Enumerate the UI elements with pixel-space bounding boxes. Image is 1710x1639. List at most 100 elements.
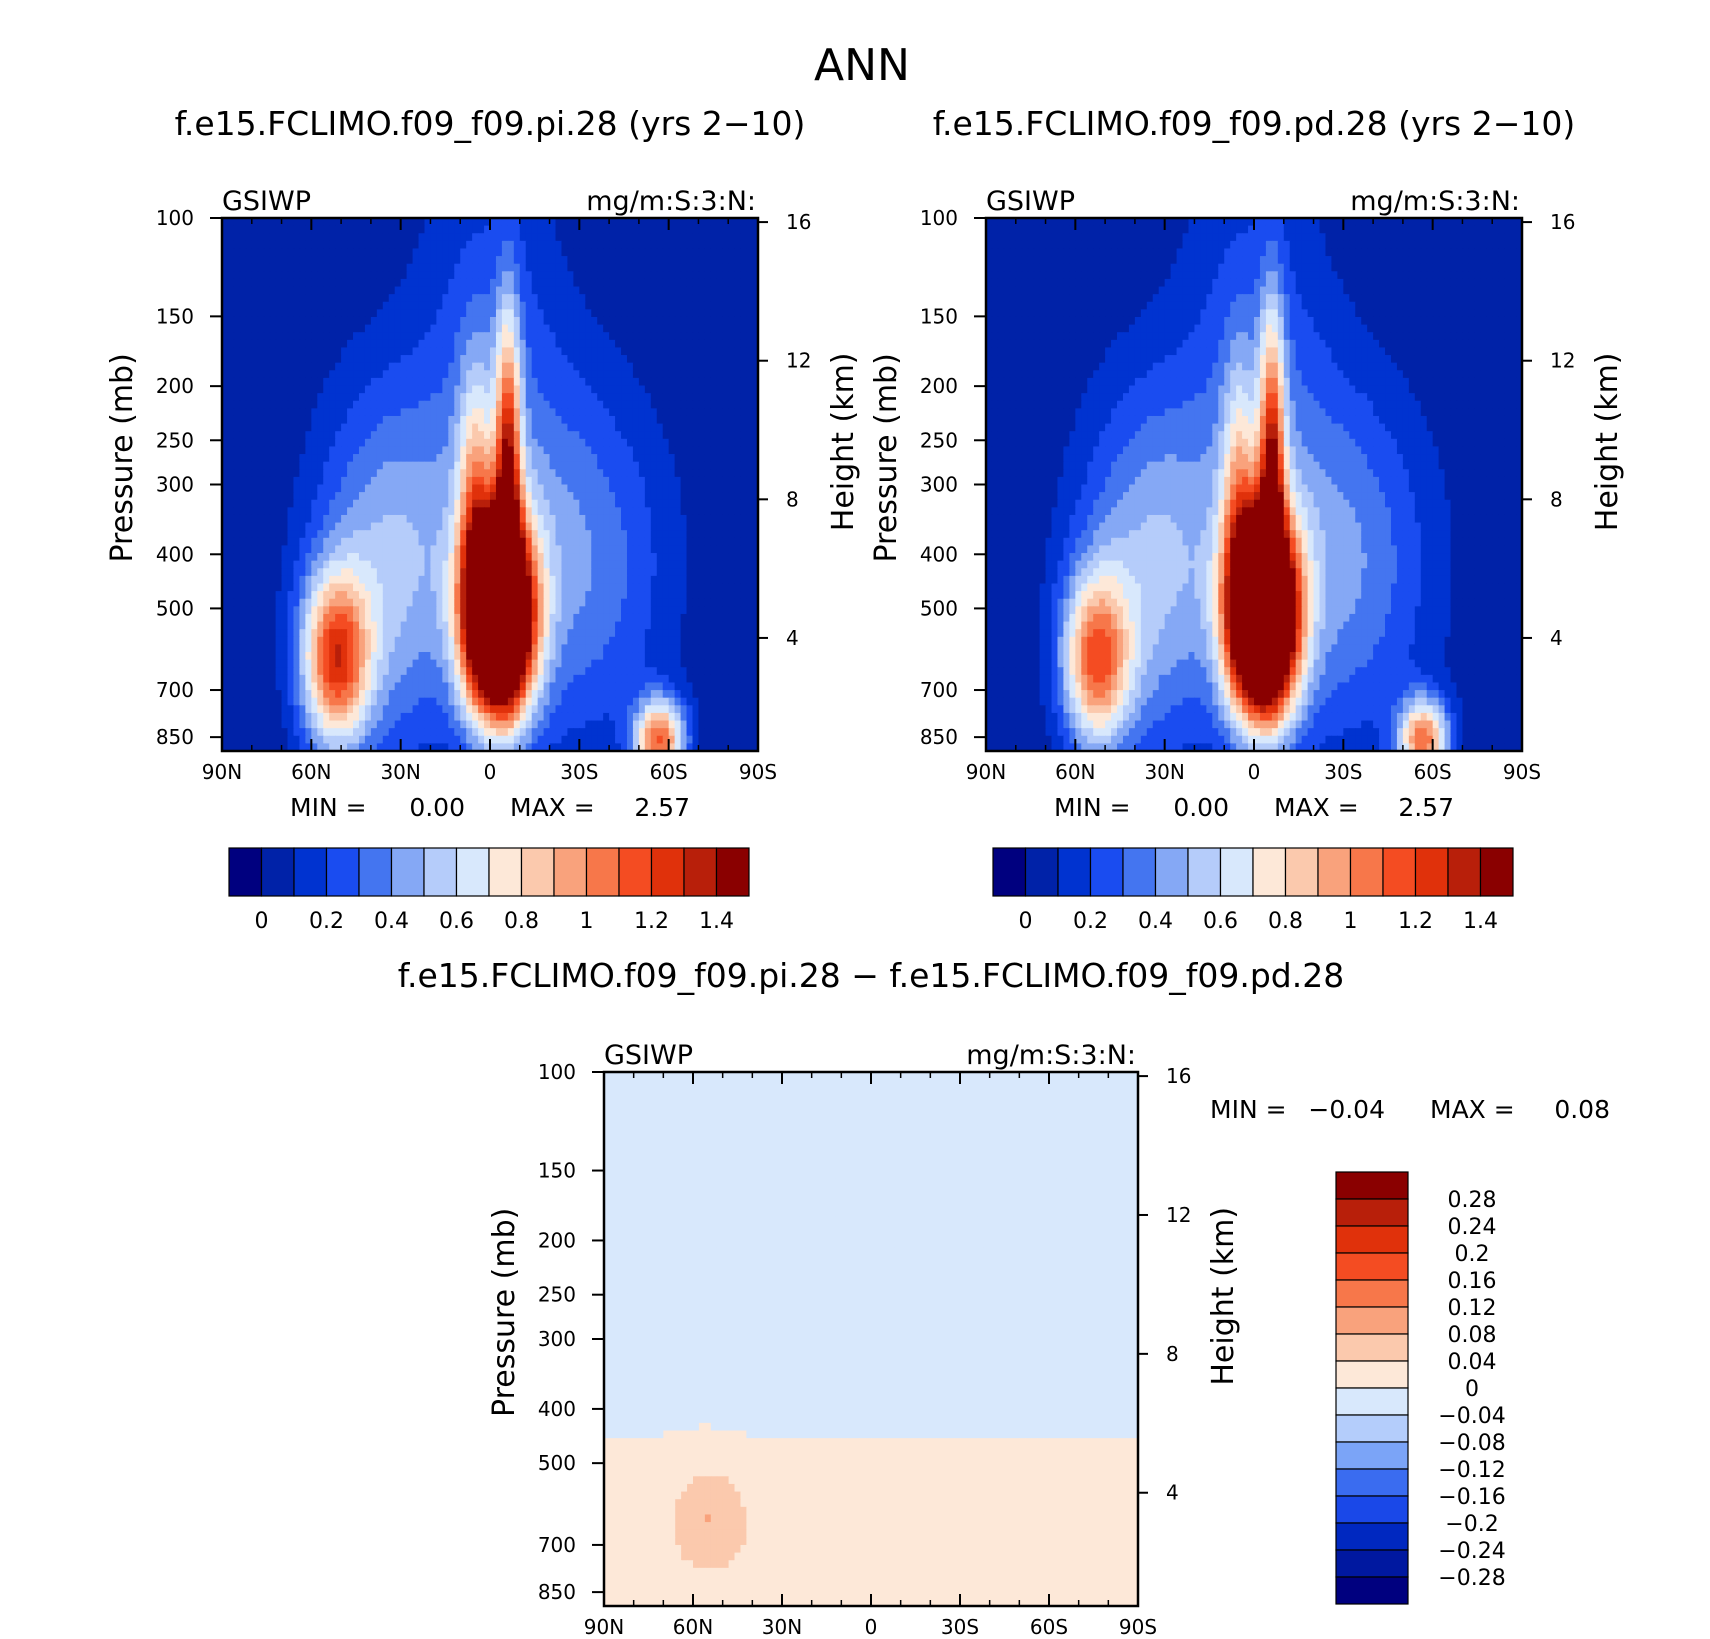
- field-cell: [257, 423, 265, 432]
- field-cell: [722, 347, 729, 356]
- field-cell: [418, 598, 426, 607]
- field-cell: [263, 522, 271, 531]
- field-cell: [543, 225, 551, 234]
- field-cell: [376, 400, 384, 409]
- field-cell: [400, 583, 408, 592]
- field-cell: [752, 469, 759, 478]
- field-cell: [555, 225, 563, 234]
- field-cell: [591, 218, 598, 227]
- field-cell: [430, 370, 437, 379]
- field-cell: [638, 393, 646, 402]
- field-cell: [341, 240, 348, 250]
- field-cell: [257, 263, 265, 272]
- field-cell: [662, 469, 670, 478]
- field-cell: [490, 324, 497, 333]
- field-cell: [275, 324, 283, 333]
- field-cell: [644, 591, 652, 600]
- field-cell: [305, 408, 312, 417]
- field-cell: [722, 385, 729, 394]
- field-cell: [674, 278, 682, 288]
- field-cell: [501, 415, 509, 425]
- field-cell: [525, 454, 533, 463]
- field-cell: [519, 385, 527, 394]
- field-cell: [400, 537, 408, 547]
- field-cell: [364, 598, 372, 607]
- field-cell: [251, 530, 259, 539]
- field-cell: [287, 553, 295, 562]
- field-cell: [418, 461, 426, 470]
- field-cell: [674, 370, 682, 379]
- field-cell: [454, 446, 461, 455]
- field-cell: [752, 225, 759, 234]
- field-cell: [591, 263, 598, 272]
- field-cell: [579, 271, 586, 280]
- field-cell: [597, 256, 604, 265]
- field-cell: [335, 377, 342, 387]
- field-cell: [668, 377, 676, 387]
- field-cell: [573, 400, 580, 409]
- field-cell: [406, 499, 414, 508]
- field-cell: [710, 256, 717, 265]
- field-cell: [686, 446, 694, 455]
- field-cell: [656, 248, 664, 257]
- field-cell: [341, 225, 348, 234]
- field-cell: [382, 560, 390, 569]
- field-cell: [239, 415, 247, 425]
- field-cell: [364, 324, 372, 333]
- field-cell: [650, 286, 658, 295]
- field-cell: [227, 568, 235, 577]
- field-cell: [317, 469, 324, 478]
- field-cell: [251, 294, 259, 303]
- field-cell: [269, 240, 277, 250]
- field-cell: [656, 316, 664, 326]
- field-cell: [436, 431, 443, 440]
- field-cell: [329, 484, 336, 493]
- field-cell: [418, 362, 426, 371]
- field-cell: [335, 355, 342, 364]
- field-cell: [233, 286, 241, 295]
- field-cell: [472, 469, 479, 478]
- field-cell: [650, 454, 658, 463]
- field-cell: [507, 370, 515, 379]
- field-cell: [406, 286, 414, 295]
- field-cell: [543, 598, 551, 607]
- field-cell: [597, 225, 604, 234]
- field-cell: [263, 240, 271, 250]
- field-cell: [382, 316, 390, 326]
- field-cell: [269, 385, 277, 394]
- field-cell: [674, 629, 682, 638]
- field-cell: [704, 263, 711, 272]
- field-cell: [323, 324, 330, 333]
- field-cell: [621, 591, 628, 600]
- field-cell: [537, 233, 545, 242]
- field-cell: [311, 423, 318, 432]
- field-cell: [567, 606, 574, 615]
- field-cell: [507, 286, 515, 295]
- field-cell: [484, 332, 491, 341]
- field-cell: [358, 575, 366, 585]
- field-cell: [722, 415, 729, 425]
- field-cell: [472, 537, 479, 547]
- field-cell: [722, 476, 729, 486]
- field-cell: [734, 271, 741, 280]
- field-cell: [293, 294, 301, 303]
- field-cell: [567, 545, 574, 554]
- field-cell: [698, 568, 705, 577]
- field-cell: [394, 469, 402, 478]
- field-cell: [638, 218, 646, 227]
- field-cell: [525, 492, 533, 501]
- field-cell: [722, 271, 729, 280]
- field-cell: [251, 522, 259, 531]
- field-cell: [275, 400, 283, 409]
- field-cell: [561, 537, 569, 547]
- field-cell: [626, 492, 634, 501]
- field-cell: [680, 454, 688, 463]
- field-cell: [239, 339, 247, 349]
- field-cell: [436, 385, 443, 394]
- field-cell: [251, 598, 259, 607]
- field-cell: [430, 606, 437, 615]
- field-cell: [549, 324, 557, 333]
- field-cell: [746, 286, 753, 295]
- field-cell: [632, 476, 640, 486]
- field-cell: [370, 530, 378, 539]
